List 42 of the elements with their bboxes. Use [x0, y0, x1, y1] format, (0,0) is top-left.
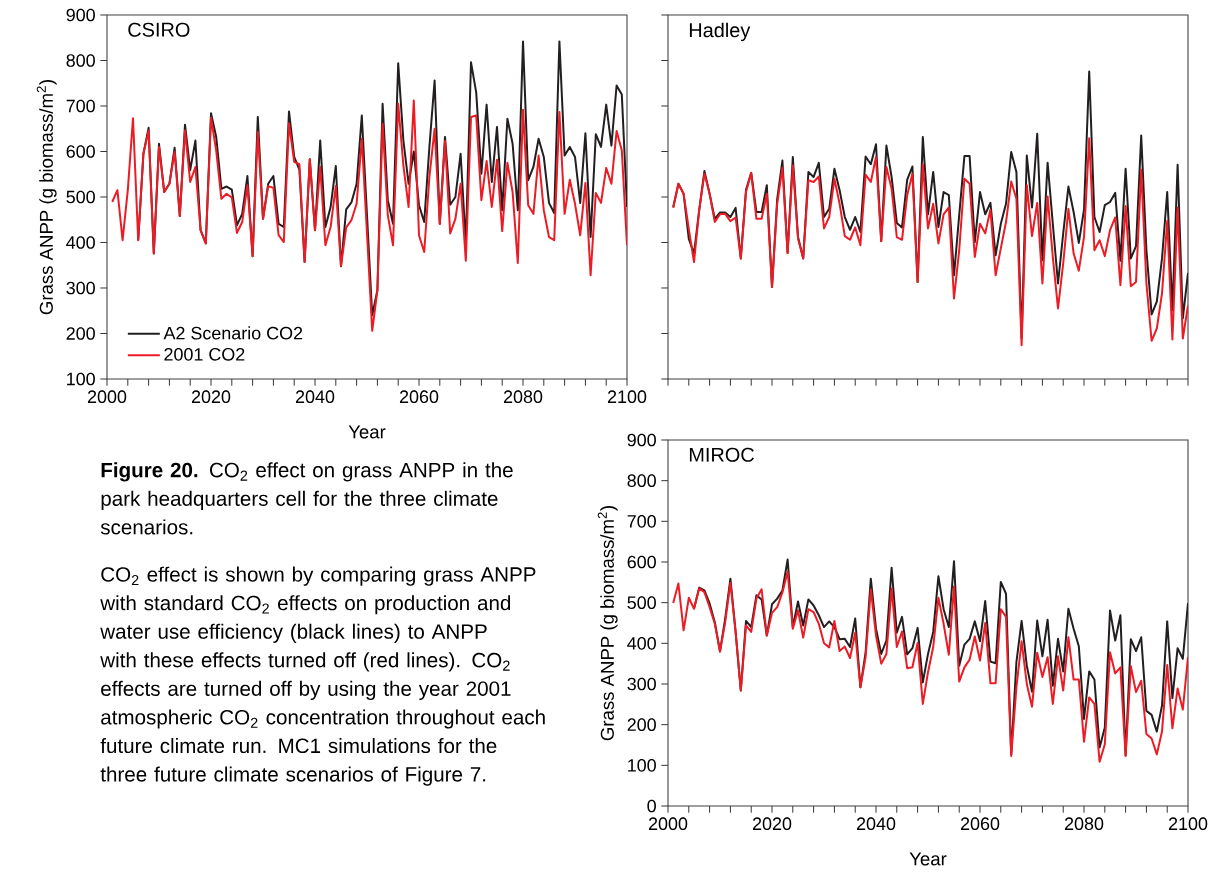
y-tick-label: 700: [627, 514, 656, 528]
y-tick-label: 600: [627, 555, 656, 569]
text: Figure 20. CO$_{2}$ effect on grass ANPP in the park headquarters cell for the three climate scenarios.: [100, 462, 513, 535]
y-axis-title: Grass ANPP (g biomass/m$^{2}$): [597, 506, 618, 741]
x-axis-title: Year: [348, 425, 386, 439]
legend-label: A2 Scenario CO2: [163, 326, 303, 340]
text: CO$_{2}$ effect is shown by comparing grass ANPP with standard CO$_{2}$ effects on production and water use efficiency (black lines) to ANPP with these effects turned off (red lines). CO$_{2}$ effects are turned off by using the year 2001 atmospheric CO$_{2}$ concentration throughout each future climate run. MC1 simulations for the three future climate scenarios of Figure 7.: [100, 566, 545, 786]
x-tick-label: 2000: [87, 390, 127, 404]
y-tick-label: 300: [66, 281, 95, 295]
chart-title: Hadley: [689, 22, 751, 42]
y-tick-label: 800: [627, 474, 656, 488]
x-tick-label: 2080: [503, 390, 543, 404]
y-tick-label: 0: [647, 799, 656, 813]
y-axis-title: Grass ANPP (g biomass/m$^{2}$): [36, 80, 57, 315]
y-tick-label: 200: [66, 327, 95, 340]
x-tick-label: 2100: [1168, 817, 1208, 831]
x-tick-label: 2080: [1064, 817, 1104, 831]
y-tick-label: 100: [67, 372, 95, 386]
y-tick-label: 800: [66, 54, 95, 67]
y-tick-label: 500: [66, 190, 95, 204]
x-tick-label: 2040: [856, 817, 896, 831]
y-tick-label: 100: [628, 758, 656, 772]
y-tick-label: 400: [66, 236, 95, 249]
y-tick-label: 700: [66, 99, 95, 113]
x-tick-label: 2060: [399, 390, 439, 404]
y-tick-label: 400: [627, 636, 656, 650]
x-tick-label: 2020: [191, 390, 231, 404]
x-tick-label: 2040: [295, 390, 335, 404]
y-tick-label: 500: [627, 596, 656, 610]
y-tick-label: 300: [627, 677, 656, 691]
x-tick-label: 2060: [960, 817, 1000, 831]
y-tick-label: 600: [66, 145, 95, 158]
chart-title: MIROC: [689, 447, 754, 462]
x-tick-label: 2100: [607, 390, 647, 404]
chart-title: CSIRO: [128, 22, 190, 37]
legend-label: 2001 CO2: [164, 347, 245, 361]
y-tick-label: 900: [627, 433, 656, 447]
y-tick-label: 900: [66, 8, 95, 22]
y-tick-label: 200: [627, 718, 656, 732]
x-tick-label: 2020: [752, 817, 792, 831]
x-axis-title: Year: [909, 852, 947, 866]
x-tick-label: 2000: [648, 817, 688, 831]
